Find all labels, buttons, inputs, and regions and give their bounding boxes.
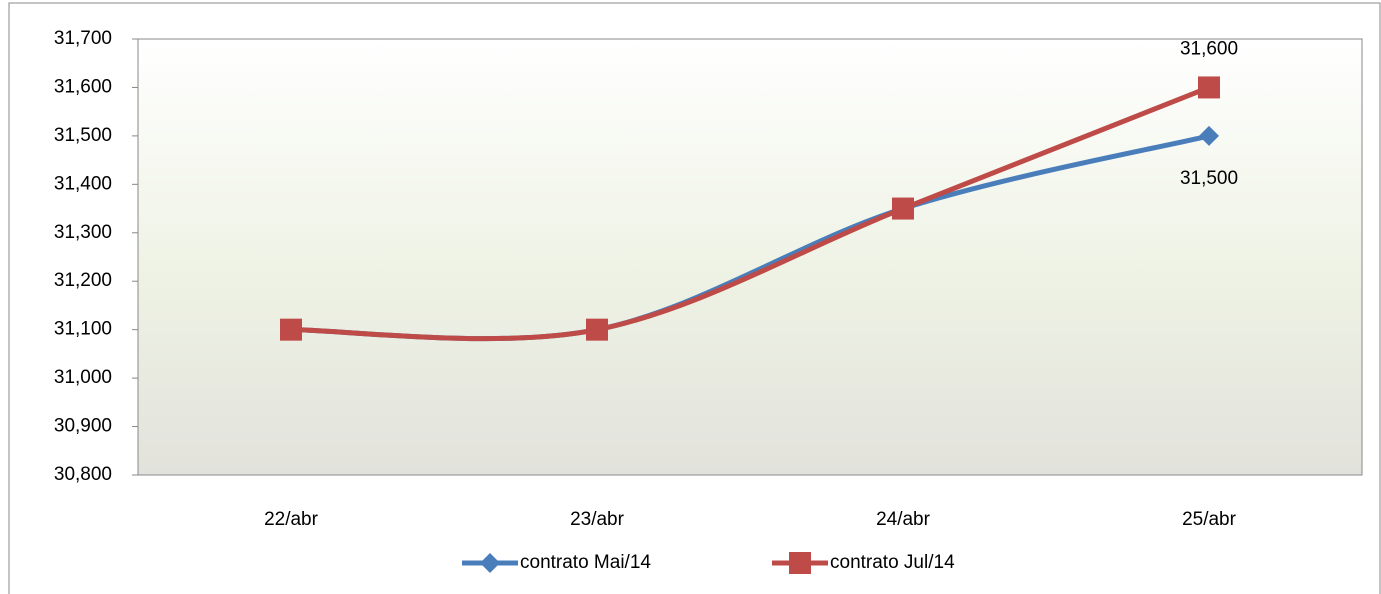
y-tick-label: 30,800 xyxy=(54,464,112,485)
y-tick-label: 31,200 xyxy=(54,270,112,291)
series-line xyxy=(288,84,1212,342)
chart-border xyxy=(8,2,1381,594)
y-tick-label: 31,400 xyxy=(54,173,112,194)
data-point xyxy=(280,318,302,341)
y-tick-label: 31,100 xyxy=(54,319,112,340)
legend-label: contrato Mai/14 xyxy=(520,552,651,573)
y-tick-label: 31,700 xyxy=(54,28,112,49)
y-tick-label: 31,000 xyxy=(54,367,112,388)
data-label: 31,600 xyxy=(1180,38,1238,59)
legend-marker xyxy=(789,552,811,574)
data-label: 31,500 xyxy=(1180,168,1238,189)
y-tick-label: 31,600 xyxy=(54,76,112,97)
x-tick-label: 25/abr xyxy=(1182,509,1237,530)
data-point xyxy=(892,197,914,220)
y-tick-label: 30,900 xyxy=(54,416,112,437)
data-point xyxy=(1198,76,1220,99)
x-tick-label: 22/abr xyxy=(264,509,319,530)
data-point xyxy=(586,318,608,341)
legend-label: contrato Jul/14 xyxy=(830,552,955,573)
x-tick-label: 24/abr xyxy=(876,509,931,530)
y-tick-label: 31,500 xyxy=(54,125,112,146)
x-tick-label: 23/abr xyxy=(570,509,625,530)
plot-area xyxy=(137,38,1363,476)
legend-marker xyxy=(480,553,500,573)
y-tick-label: 31,300 xyxy=(54,222,112,243)
data-point xyxy=(1199,125,1219,146)
